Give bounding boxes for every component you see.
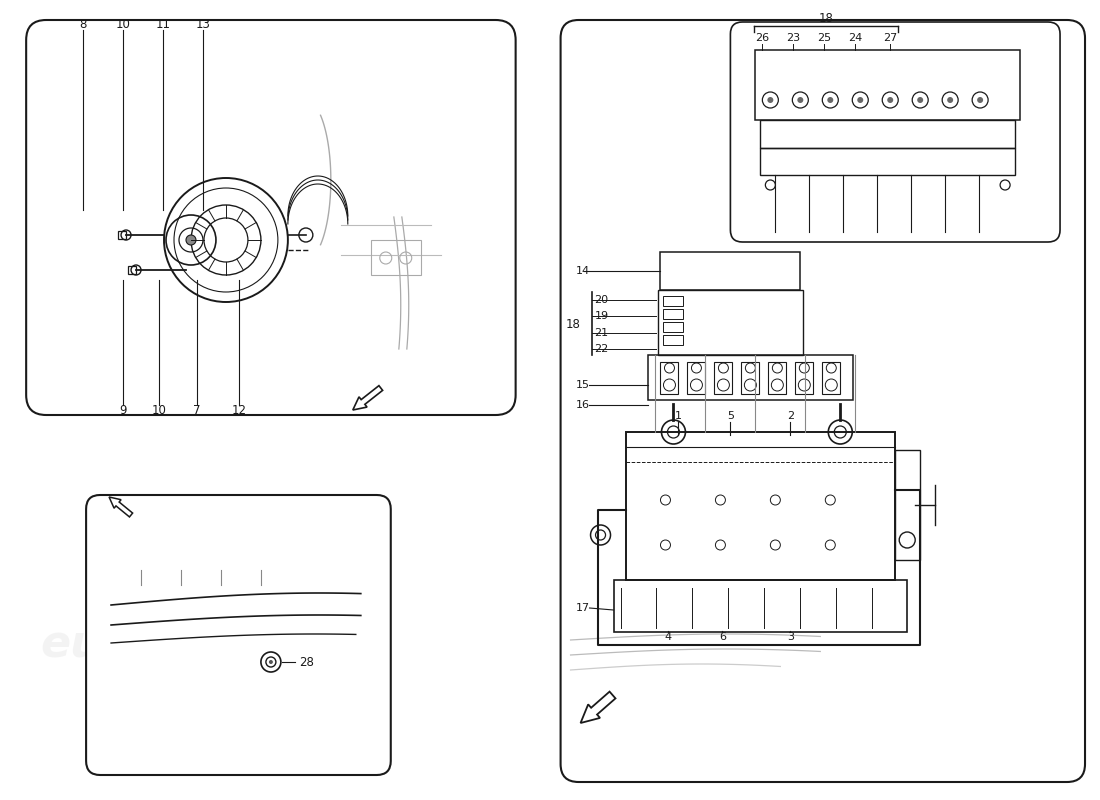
- Bar: [760, 148, 1015, 175]
- Bar: [660, 362, 679, 394]
- Text: 28: 28: [299, 655, 315, 669]
- Text: eurospares: eurospares: [680, 189, 961, 231]
- FancyBboxPatch shape: [86, 495, 390, 775]
- Bar: [741, 362, 759, 394]
- Text: 5: 5: [727, 411, 734, 421]
- Text: 6: 6: [719, 632, 726, 642]
- Bar: [128, 266, 136, 274]
- Bar: [614, 580, 908, 632]
- Bar: [895, 450, 921, 560]
- Text: 19: 19: [594, 311, 608, 321]
- Text: eurospares: eurospares: [680, 438, 961, 482]
- Text: 22: 22: [594, 344, 608, 354]
- Bar: [659, 290, 803, 355]
- Text: eurospares: eurospares: [60, 189, 342, 231]
- Text: 11: 11: [155, 18, 170, 31]
- FancyBboxPatch shape: [26, 20, 516, 415]
- FancyArrow shape: [109, 497, 133, 517]
- FancyArrow shape: [353, 386, 383, 410]
- Text: 10: 10: [152, 403, 166, 417]
- Bar: [626, 432, 895, 580]
- FancyArrow shape: [581, 692, 616, 723]
- Bar: [663, 335, 683, 345]
- Bar: [760, 120, 1015, 148]
- Circle shape: [947, 97, 954, 103]
- FancyBboxPatch shape: [561, 20, 1085, 782]
- Text: 21: 21: [594, 328, 608, 338]
- Circle shape: [888, 97, 893, 103]
- Text: 20: 20: [594, 295, 608, 305]
- Text: 9: 9: [119, 403, 126, 417]
- Text: 24: 24: [848, 33, 862, 43]
- Bar: [660, 252, 801, 290]
- Circle shape: [768, 97, 773, 103]
- Circle shape: [186, 235, 196, 245]
- Bar: [795, 362, 813, 394]
- FancyBboxPatch shape: [730, 22, 1060, 242]
- Text: 14: 14: [575, 266, 590, 276]
- Circle shape: [798, 97, 803, 103]
- Text: 10: 10: [116, 18, 131, 31]
- Text: 4: 4: [664, 632, 672, 642]
- Text: 13: 13: [196, 18, 210, 31]
- Bar: [823, 362, 840, 394]
- Text: 3: 3: [786, 632, 794, 642]
- Bar: [663, 296, 683, 306]
- Text: 18: 18: [566, 318, 581, 330]
- Text: 17: 17: [575, 603, 590, 613]
- Bar: [649, 355, 854, 400]
- Text: 25: 25: [817, 33, 832, 43]
- Text: 15: 15: [575, 380, 590, 390]
- Bar: [769, 362, 786, 394]
- Bar: [714, 362, 733, 394]
- Text: eurospares: eurospares: [41, 623, 321, 666]
- Text: 26: 26: [756, 33, 769, 43]
- Bar: [118, 231, 127, 239]
- Circle shape: [977, 97, 983, 103]
- Bar: [371, 240, 420, 275]
- Text: 1: 1: [675, 411, 682, 421]
- Bar: [663, 322, 683, 332]
- Text: 27: 27: [883, 33, 898, 43]
- Bar: [663, 309, 683, 319]
- Text: 8: 8: [79, 18, 87, 31]
- Circle shape: [917, 97, 923, 103]
- Text: 23: 23: [786, 33, 801, 43]
- Text: 7: 7: [194, 403, 200, 417]
- Text: 18: 18: [818, 11, 834, 25]
- Text: 2: 2: [786, 411, 794, 421]
- Bar: [688, 362, 705, 394]
- Circle shape: [857, 97, 864, 103]
- Bar: [756, 50, 1020, 120]
- Text: 16: 16: [575, 400, 590, 410]
- Text: 12: 12: [231, 403, 246, 417]
- Circle shape: [827, 97, 834, 103]
- Circle shape: [268, 660, 273, 664]
